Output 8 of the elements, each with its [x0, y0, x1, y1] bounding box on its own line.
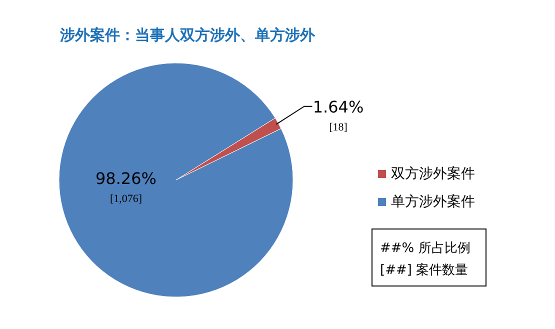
legend-label: 双方涉外案件 — [391, 165, 475, 182]
pie-slice — [58, 62, 294, 298]
text: ##% 所占比例 — [380, 241, 470, 256]
text: [##] 案件数量 — [380, 262, 468, 278]
data-label: 1.64% [18] — [312, 97, 364, 134]
legend-label: 单方涉外案件 — [391, 193, 475, 210]
data-label: 98.26% [1,076] — [95, 169, 157, 205]
chart-title: 涉外案件：当事人双方涉外、单方涉外 — [59, 26, 316, 44]
